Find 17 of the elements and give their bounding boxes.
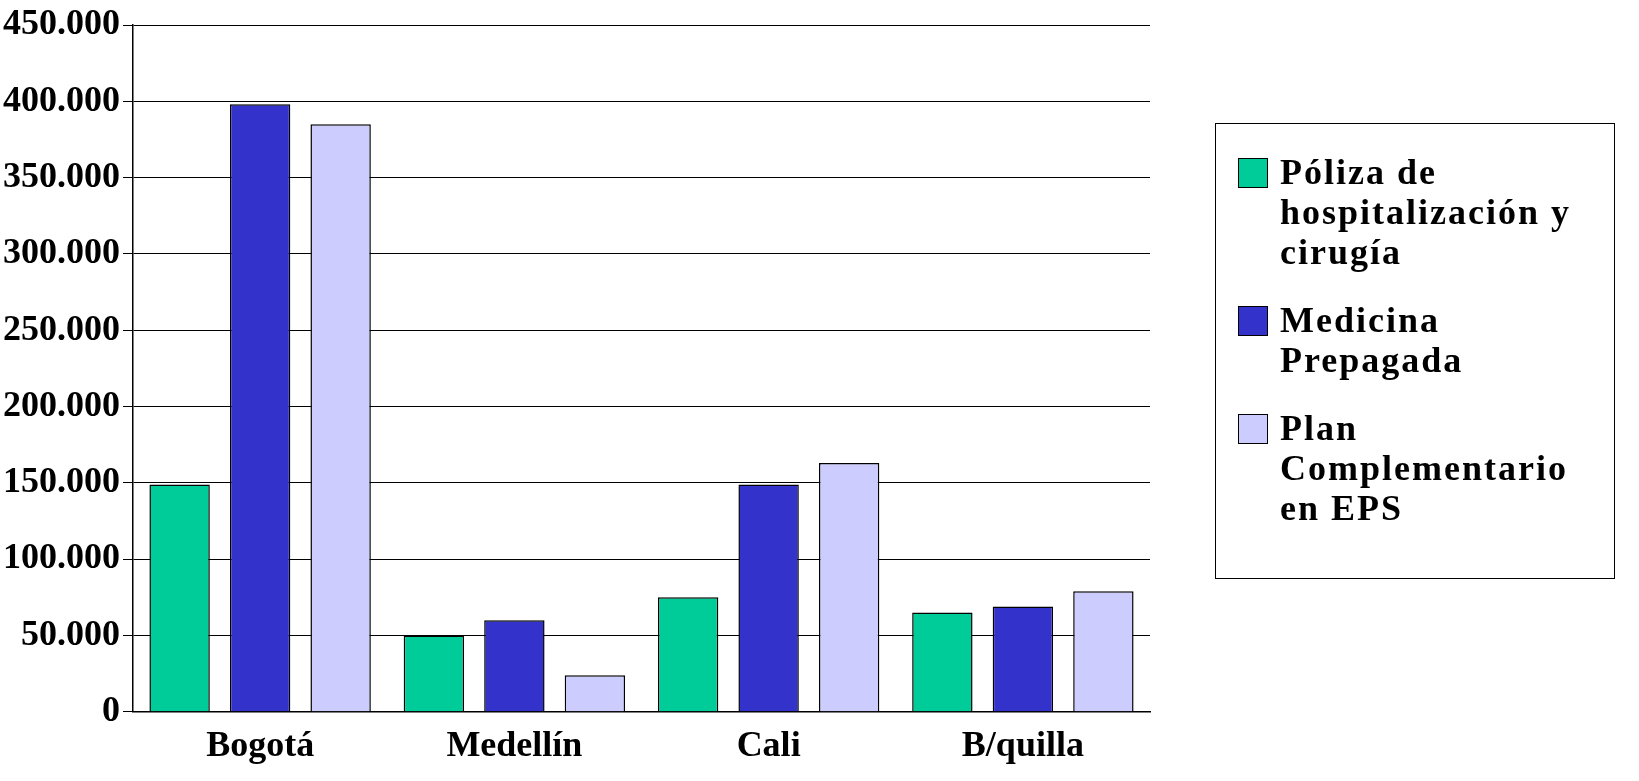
y-tick-label: 0	[102, 689, 120, 730]
legend-label: Medicina Prepagada	[1280, 300, 1465, 380]
y-tick-label: 150.000	[3, 460, 120, 501]
y-tick-label: 350.000	[3, 154, 120, 195]
y-tick-label: 250.000	[3, 307, 120, 348]
y-tick-label: 200.000	[3, 383, 120, 424]
legend-label: Plan Complementario en EPS	[1280, 408, 1569, 528]
x-tick-label: Cali	[736, 723, 801, 764]
y-tick-label: 450.000	[3, 2, 120, 43]
x-tick-label: B/quilla	[961, 723, 1084, 764]
x-tick-label: Medellín	[446, 723, 583, 764]
x-tick-label: Bogotá	[206, 723, 315, 764]
y-tick-label: 300.000	[3, 231, 120, 272]
y-tick-label: 400.000	[3, 78, 120, 119]
y-tick-label: 100.000	[3, 536, 120, 577]
y-tick-label: 50.000	[21, 612, 120, 653]
legend-label: Póliza de hospitalización y cirugía	[1280, 152, 1573, 272]
